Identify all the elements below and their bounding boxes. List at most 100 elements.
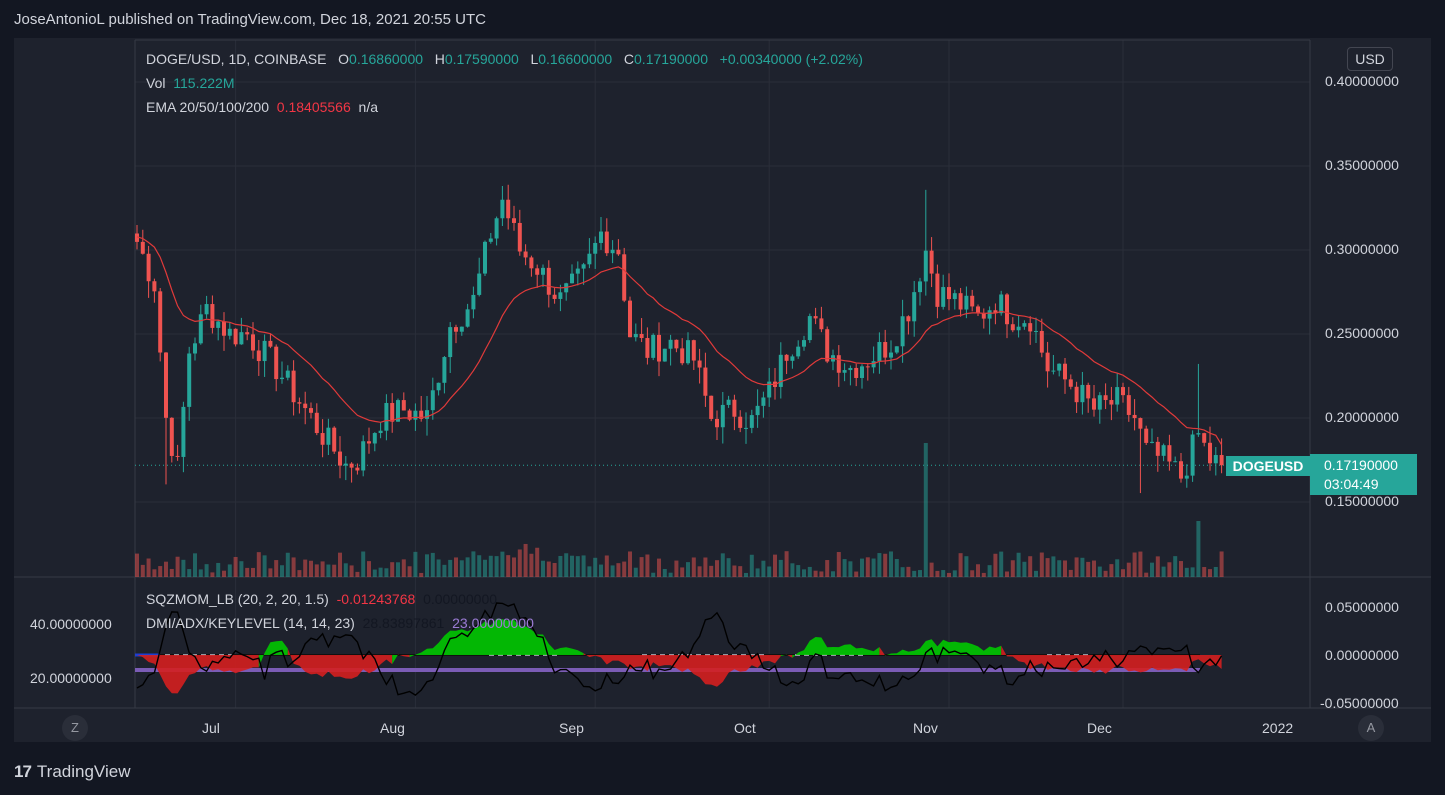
- volume-bar: [929, 562, 934, 577]
- auto-scale-button[interactable]: A: [1358, 715, 1384, 741]
- volume-bar: [303, 559, 308, 577]
- sqzmom-positive-area: [780, 654, 787, 657]
- candle-body: [952, 293, 957, 300]
- volume-bar: [726, 558, 731, 577]
- volume-bar: [140, 564, 145, 577]
- candle-body: [599, 231, 603, 243]
- sqzmom-negative-area: [786, 654, 793, 658]
- zoom-reset-button[interactable]: Z: [62, 715, 88, 741]
- candle-body: [338, 451, 342, 466]
- volume-bar: [349, 565, 354, 577]
- candle-body: [749, 415, 754, 428]
- candle-body: [1196, 433, 1201, 435]
- candle-countdown: 03:04:49: [1324, 476, 1379, 492]
- volume-bar: [842, 559, 847, 577]
- volume-bar: [459, 560, 464, 577]
- candle-body: [1190, 434, 1195, 476]
- volume-bar: [1092, 560, 1096, 577]
- candle-body: [291, 370, 296, 403]
- candle-body: [1213, 455, 1218, 464]
- volume-bar: [1103, 570, 1108, 577]
- volume-bar: [523, 543, 528, 577]
- volume-bar: [581, 555, 586, 577]
- sqzmom-negative-area: [583, 653, 781, 687]
- volume-bar: [703, 557, 708, 577]
- candle-body: [494, 218, 499, 239]
- candle-body: [187, 353, 192, 407]
- volume-bar: [778, 559, 783, 577]
- candle-body: [1121, 387, 1125, 396]
- candle-body: [506, 199, 511, 219]
- volume-bar: [135, 553, 139, 577]
- volume-bar: [1016, 552, 1021, 577]
- candle-body: [158, 291, 163, 353]
- volume-bar: [836, 552, 841, 577]
- volume-bar: [622, 561, 627, 577]
- currency-button[interactable]: USD: [1347, 47, 1393, 71]
- volume-bar: [744, 572, 748, 577]
- ema-label: EMA 20/50/100/200: [146, 99, 269, 115]
- ema-legend[interactable]: EMA 20/50/100/200 0.18405566 n/a: [146, 99, 378, 115]
- volume-bar: [268, 568, 273, 577]
- candle-body: [778, 354, 783, 387]
- volume-legend[interactable]: Vol 115.222M: [146, 75, 234, 91]
- symbol-label[interactable]: DOGE/USD, 1D, COINBASE: [146, 51, 327, 67]
- volume-bar: [1150, 562, 1154, 577]
- volume-bar: [709, 565, 714, 577]
- candle-body: [912, 292, 917, 322]
- volume-bar: [338, 552, 342, 577]
- candle-body: [558, 292, 563, 299]
- candle-body: [981, 312, 986, 319]
- volume-bar: [697, 566, 702, 577]
- volume-bar: [372, 569, 377, 577]
- candle-body: [929, 250, 934, 274]
- candle-body: [372, 433, 377, 444]
- sqzmom-value: -0.01243768: [336, 591, 416, 607]
- candle-body: [204, 304, 209, 315]
- volume-bar: [1184, 567, 1189, 577]
- volume-bar: [1068, 569, 1073, 577]
- candle-body: [309, 408, 313, 413]
- volume-bar: [1080, 557, 1085, 577]
- candle-body: [767, 381, 772, 398]
- candle-body: [622, 254, 627, 301]
- volume-bar: [158, 566, 163, 577]
- volume-bar: [570, 555, 574, 577]
- volume-bar: [442, 564, 447, 577]
- candle-body: [738, 416, 743, 428]
- volume-bar: [761, 560, 766, 577]
- candle-body: [889, 352, 893, 358]
- candle-body: [941, 287, 946, 307]
- adx-line: [136, 602, 1223, 696]
- volume-bar: [477, 555, 482, 577]
- candle-body: [987, 310, 992, 319]
- candle-body: [349, 463, 354, 468]
- volume-bar: [245, 567, 250, 577]
- candle-body: [378, 430, 383, 434]
- candle-body: [587, 253, 592, 265]
- sqzmom-legend[interactable]: SQZMOM_LB (20, 2, 20, 1.5) -0.01243768 0…: [146, 591, 497, 607]
- sqzmom-negative-area: [879, 647, 886, 656]
- volume-bar: [204, 564, 209, 577]
- candle-body: [604, 231, 609, 254]
- open-value: 0.16860000: [349, 51, 424, 67]
- candle-body: [715, 418, 719, 428]
- volume-bar: [1208, 569, 1212, 577]
- volume-bar: [546, 561, 551, 577]
- time-label: Aug: [380, 720, 405, 736]
- dmi-legend[interactable]: DMI/ADX/KEYLEVEL (14, 14, 23) 28.8389786…: [146, 615, 534, 631]
- candle-body: [546, 267, 551, 295]
- candle-body: [430, 390, 435, 411]
- tradingview-logo[interactable]: 17 TradingView: [14, 762, 130, 782]
- chart-frame[interactable]: [14, 38, 1431, 742]
- volume-bar: [535, 547, 540, 577]
- candle-body: [1057, 363, 1062, 371]
- volume-bar: [1057, 560, 1062, 577]
- volume-bar: [651, 572, 656, 577]
- indicator-tick: 0.00000000: [1325, 647, 1399, 663]
- candle-body: [1208, 442, 1212, 464]
- candle-body: [993, 310, 998, 314]
- candle-body: [976, 306, 980, 313]
- candle-body: [662, 348, 667, 362]
